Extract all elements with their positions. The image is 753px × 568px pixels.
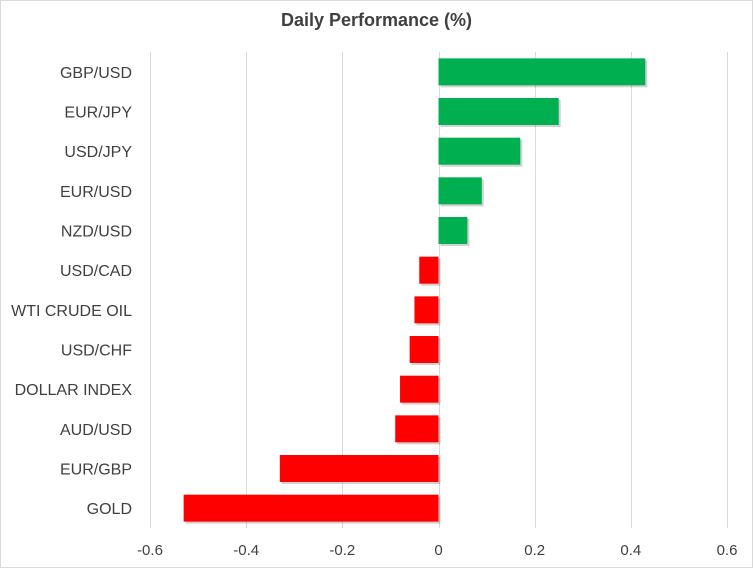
x-tick-label: 0.2 xyxy=(524,542,545,559)
category-label: EUR/USD xyxy=(60,184,132,201)
x-tick-label: 0.6 xyxy=(717,542,738,559)
category-label: AUD/USD xyxy=(60,422,132,439)
category-label: GOLD xyxy=(87,501,132,518)
category-label: NZD/USD xyxy=(61,224,132,241)
category-label: EUR/GBP xyxy=(60,462,132,479)
x-tick-label: -0.6 xyxy=(137,542,163,559)
category-label: EUR/JPY xyxy=(64,105,132,122)
category-label: USD/JPY xyxy=(64,144,132,161)
category-label: USD/CAD xyxy=(60,263,132,280)
x-tick-label: 0.4 xyxy=(620,542,641,559)
bar-usd-chf xyxy=(409,336,439,363)
category-label: WTI CRUDE OIL xyxy=(11,303,132,320)
bar-usd-cad xyxy=(419,256,439,284)
bar-usd-jpy xyxy=(438,137,521,165)
category-label: GBP/USD xyxy=(60,65,132,82)
bar-eur-usd xyxy=(438,177,482,205)
bar-gbp-usd xyxy=(438,58,646,86)
chart-title: Daily Performance (%) xyxy=(280,10,473,30)
x-tick-label: -0.4 xyxy=(233,542,259,559)
bar-eur-gbp xyxy=(279,455,439,482)
bar-wti-crude-oil xyxy=(414,296,439,324)
x-tick-label: -0.2 xyxy=(329,542,355,559)
category-label: DOLLAR INDEX xyxy=(15,382,133,399)
category-label: USD/CHF xyxy=(61,343,132,360)
bar-gold xyxy=(183,494,439,522)
bar-nzd-usd xyxy=(438,217,468,244)
x-tick-label: 0 xyxy=(434,542,442,559)
bar-eur-jpy xyxy=(438,98,559,125)
bar-aud-usd xyxy=(395,415,439,443)
bar-dollar-index xyxy=(400,375,439,403)
